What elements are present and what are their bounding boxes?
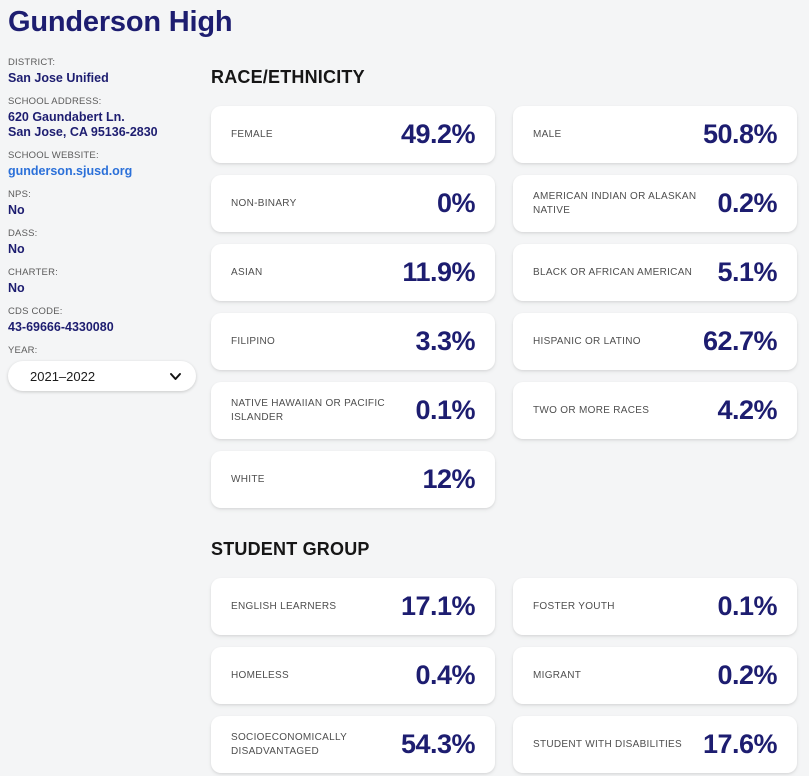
sidebar-field: SCHOOL WEBSITE: gunderson.sjusd.org: [8, 150, 196, 179]
stat-card: BLACK OR AFRICAN AMERICAN 5.1%: [513, 244, 797, 302]
stat-card: FEMALE 49.2%: [211, 106, 495, 164]
stat-value: 0.2%: [717, 188, 777, 219]
stat-value: 4.2%: [717, 395, 777, 426]
stat-label: ENGLISH LEARNERS: [231, 601, 337, 613]
stat-label: HISPANIC OR LATINO: [533, 336, 641, 348]
field-value: San Jose Unified: [8, 71, 109, 86]
sidebar-field: DISTRICT: San Jose Unified: [8, 57, 196, 86]
stat-value: 0.4%: [415, 660, 475, 691]
stat-card: NON-BINARY 0%: [211, 175, 495, 233]
field-value: No: [8, 203, 25, 218]
sidebar-field: SCHOOL ADDRESS: 620 Gaundabert Ln. San Jos…: [8, 96, 196, 140]
page-title: Gunderson High: [8, 6, 233, 38]
field-label: DISTRICT:: [8, 57, 56, 69]
stat-label: STUDENT WITH DISABILITIES: [533, 739, 682, 751]
year-field: YEAR: 2021–2022: [8, 345, 196, 392]
sidebar-field: NPS: No: [8, 189, 196, 218]
sidebar-fields: DISTRICT: San Jose Unified SCHOOL ADDRESS:…: [8, 57, 196, 335]
stat-card: ASIAN 11.9%: [211, 244, 495, 302]
stat-label: AMERICAN INDIAN OR ALASKAN NATIVE: [533, 191, 697, 216]
school-website-link[interactable]: gunderson.sjusd.org: [8, 164, 133, 179]
stat-label: MALE: [533, 129, 562, 141]
stat-label: FEMALE: [231, 129, 273, 141]
sidebar-field: CHARTER: No: [8, 267, 196, 296]
stat-value: 17.6%: [702, 729, 778, 760]
stat-card: FILIPINO 3.3%: [211, 313, 495, 371]
stat-card: MALE 50.8%: [513, 106, 797, 164]
stat-label: NON-BINARY: [231, 198, 297, 210]
stat-value: 3.3%: [415, 326, 475, 357]
stat-value: 62.7%: [702, 326, 778, 357]
stat-card: TWO OR MORE RACES 4.2%: [513, 382, 797, 440]
field-label: SCHOOL ADDRESS:: [8, 96, 102, 108]
stat-label: WHITE: [231, 474, 265, 486]
stat-value: 0.2%: [717, 660, 777, 691]
section-heading-race-ethnicity: RACE/ETHNICITY: [211, 67, 365, 88]
stat-label: TWO OR MORE RACES: [533, 405, 650, 417]
stat-card: ENGLISH LEARNERS 17.1%: [211, 578, 495, 636]
stat-card: FOSTER YOUTH 0.1%: [513, 578, 797, 636]
year-label: YEAR:: [8, 345, 38, 357]
page: Gunderson High DISTRICT: San Jose Unified…: [0, 6, 809, 774]
stat-value: 5.1%: [717, 257, 777, 288]
stat-value: 0.1%: [415, 395, 475, 426]
stat-label: SOCIOECONOMICALLY DISADVANTAGED: [231, 732, 347, 757]
sidebar-field: DASS: No: [8, 228, 196, 257]
stat-label: FOSTER YOUTH: [533, 601, 615, 613]
field-label: NPS:: [8, 189, 31, 201]
field-value: 620 Gaundabert Ln.: [8, 110, 125, 125]
section-heading-student-group: STUDENT GROUP: [211, 539, 370, 560]
stat-card: HISPANIC OR LATINO 62.7%: [513, 313, 797, 371]
sidebar-field: CDS CODE: 43-69666-4330080: [8, 306, 196, 335]
race-ethnicity-card-grid: FEMALE 49.2% MALE 50.8% NON-BINARY 0% AMERICAN…: [211, 106, 797, 509]
content: DISTRICT: San Jose Unified SCHOOL ADDRESS:…: [0, 54, 809, 774]
sidebar: DISTRICT: San Jose Unified SCHOOL ADDRESS:…: [8, 54, 196, 401]
stat-value: 49.2%: [400, 119, 476, 150]
stat-label: BLACK OR AFRICAN AMERICAN: [533, 267, 693, 279]
stat-card: AMERICAN INDIAN OR ALASKAN NATIVE 0.2%: [513, 175, 797, 233]
stat-card: HOMELESS 0.4%: [211, 647, 495, 705]
stat-value: 0%: [436, 188, 476, 219]
stat-value: 0.1%: [717, 591, 777, 622]
section-student-group: STUDENT GROUP ENGLISH LEARNERS 17.1% FOSTE…: [211, 539, 797, 774]
field-value: San Jose, CA 95136-2830: [8, 125, 158, 140]
stat-value: 54.3%: [400, 729, 476, 760]
field-label: DASS:: [8, 228, 38, 240]
field-value: No: [8, 281, 25, 296]
field-value: 43-69666-4330080: [8, 320, 114, 335]
stat-card: MIGRANT 0.2%: [513, 647, 797, 705]
stat-value: 12%: [422, 464, 475, 495]
stat-label: HOMELESS: [231, 670, 289, 682]
field-label: CDS CODE:: [8, 306, 63, 318]
stat-label: MIGRANT: [533, 670, 582, 682]
stat-value: 50.8%: [702, 119, 778, 150]
stat-label: ASIAN: [231, 267, 263, 279]
stat-card: NATIVE HAWAIIAN OR PACIFIC ISLANDER 0.1%: [211, 382, 495, 440]
student-group-card-grid: ENGLISH LEARNERS 17.1% FOSTER YOUTH 0.1% HOM…: [211, 578, 797, 774]
stat-value: 11.9%: [402, 257, 475, 288]
field-label: SCHOOL WEBSITE:: [8, 150, 99, 162]
year-select[interactable]: 2021–2022: [8, 361, 196, 392]
section-race-ethnicity: RACE/ETHNICITY FEMALE 49.2% MALE 50.8% NON-B…: [211, 67, 797, 509]
field-value: No: [8, 242, 25, 257]
stat-label: NATIVE HAWAIIAN OR PACIFIC ISLANDER: [231, 398, 385, 423]
field-label: CHARTER:: [8, 267, 58, 279]
year-select-wrap: 2021–2022: [8, 361, 196, 392]
stat-card: STUDENT WITH DISABILITIES 17.6%: [513, 716, 797, 774]
stat-value: 17.1%: [400, 591, 476, 622]
stat-card: SOCIOECONOMICALLY DISADVANTAGED 54.3%: [211, 716, 495, 774]
main-content: RACE/ETHNICITY FEMALE 49.2% MALE 50.8% NON-B…: [211, 54, 797, 774]
stat-label: FILIPINO: [231, 336, 276, 348]
stat-card: WHITE 12%: [211, 451, 495, 509]
